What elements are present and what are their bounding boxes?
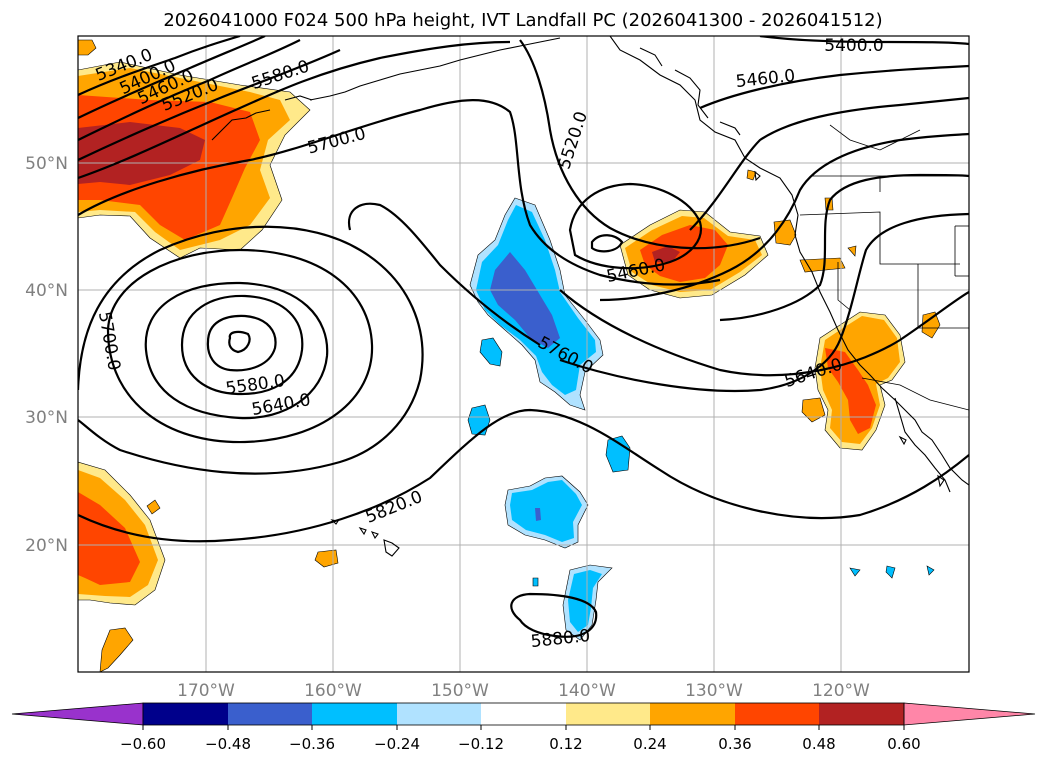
ivt-positive-region xyxy=(146,499,161,515)
contour-5580-east xyxy=(599,132,969,302)
colorbar-segment xyxy=(735,703,819,725)
contour-5400-east xyxy=(759,36,969,46)
contour-5520-trough xyxy=(519,39,761,250)
ivt-positive-region xyxy=(652,246,680,262)
contour-5700-north xyxy=(78,99,721,286)
colorbar-segment xyxy=(650,703,735,725)
map-frame xyxy=(77,35,970,673)
contour-low-ring-3 xyxy=(180,294,304,396)
contour-5520-east xyxy=(689,96,969,231)
contour-label-5400-east: 5400.0 xyxy=(824,36,883,56)
contour-5460-inner xyxy=(590,234,624,253)
contour-5760 xyxy=(559,289,969,377)
lon-label: 160°W xyxy=(304,681,362,701)
lat-label: 20°N xyxy=(25,536,68,556)
ivt-negative-region xyxy=(605,435,631,473)
colorbar-tick-label: −0.48 xyxy=(205,735,251,753)
colorbar-tick-label: −0.12 xyxy=(458,735,504,753)
ivt-negative-region xyxy=(849,567,861,577)
colorbar-tick-label: −0.60 xyxy=(120,735,166,753)
colorbar-tick-label: 0.60 xyxy=(887,735,920,753)
ivt-positive-region xyxy=(921,311,941,339)
ivt-positive-region xyxy=(99,627,134,672)
colorbar-segment xyxy=(143,703,228,725)
contour-5820 xyxy=(78,408,969,543)
ivt-negative-region xyxy=(510,480,582,542)
lat-label: 50°N xyxy=(25,154,68,174)
colorbar: −0.60 −0.48 −0.36 −0.24 −0.12 0.12 0.24 … xyxy=(11,702,1036,753)
contour-5580-north xyxy=(78,40,511,180)
contour-5880 xyxy=(510,592,598,638)
contour-5700-east xyxy=(559,212,969,393)
contour-low-ring-4 xyxy=(144,281,329,420)
lon-label: 130°W xyxy=(685,681,743,701)
colorbar-extend-low xyxy=(11,702,144,726)
map-panel: 5340.0 5400.0 5460.0 5520.0 5580.0 5700.… xyxy=(78,36,969,672)
ivt-negative-region xyxy=(535,508,541,521)
colorbar-segment xyxy=(228,703,312,725)
colorbar-segment xyxy=(481,703,566,725)
lat-label: 40°N xyxy=(25,281,68,301)
state-borders xyxy=(799,124,969,411)
colorbar-segment xyxy=(819,703,904,725)
longitude-labels: 170°W 160°W 150°W 140°W 130°W 120°W xyxy=(177,681,870,701)
contour-low-ring-6 xyxy=(78,225,424,475)
colorbar-extend-high xyxy=(903,702,1036,726)
lon-label: 170°W xyxy=(177,681,235,701)
map-title: 2026041000 F024 500 hPa height, IVT Land… xyxy=(163,10,882,31)
colorbar-tick-label: −0.24 xyxy=(374,735,420,753)
ivt-positive-region xyxy=(78,39,97,56)
ivt-positive-region xyxy=(78,492,140,585)
ivt-positive-region xyxy=(801,397,826,423)
coastlines xyxy=(211,36,969,557)
contour-5400 xyxy=(78,36,266,119)
ivt-negative-region xyxy=(532,577,539,587)
contour-5460 xyxy=(78,39,301,141)
colorbar-tick-label: 0.36 xyxy=(718,735,751,753)
contour-low-ring-2 xyxy=(206,314,277,372)
ivt-negative-region xyxy=(885,565,896,579)
contour-low-ring-1 xyxy=(228,330,251,354)
colorbar-segment xyxy=(397,703,481,725)
contour-ridge-5760-west xyxy=(347,202,541,346)
colorbar-tick-label: −0.36 xyxy=(289,735,335,753)
latitude-labels: 50°N 40°N 30°N 20°N xyxy=(25,154,68,556)
ivt-positive-region xyxy=(640,225,728,282)
lon-label: 140°W xyxy=(558,681,616,701)
colorbar-segment xyxy=(312,703,397,725)
lat-label: 30°N xyxy=(25,408,68,428)
ivt-negative-region xyxy=(490,252,560,348)
contour-5640-east xyxy=(719,173,969,322)
ivt-positive-region xyxy=(847,245,857,257)
contour-5520 xyxy=(78,48,341,161)
height-contours xyxy=(78,36,969,638)
colorbar-tick-label: 0.12 xyxy=(549,735,582,753)
colorbar-segment xyxy=(566,703,650,725)
lon-label: 150°W xyxy=(431,681,489,701)
colorbar-ticks xyxy=(142,725,905,730)
ivt-positive-region xyxy=(799,257,846,273)
ivt-positive-region xyxy=(825,348,876,434)
contour-low-ring-5 xyxy=(106,248,374,444)
contour-5460-east xyxy=(699,64,969,110)
lon-label: 120°W xyxy=(812,681,870,701)
contour-5460-ring xyxy=(568,182,703,270)
contour-5340 xyxy=(78,36,241,96)
colorbar-tick-label: 0.48 xyxy=(802,735,835,753)
ivt-negative-region xyxy=(479,337,503,367)
ivt-negative-region xyxy=(926,565,935,576)
colorbar-tick-label: 0.24 xyxy=(633,735,666,753)
ivt-negative-region xyxy=(467,404,491,436)
ivt-positive-region xyxy=(746,169,757,181)
